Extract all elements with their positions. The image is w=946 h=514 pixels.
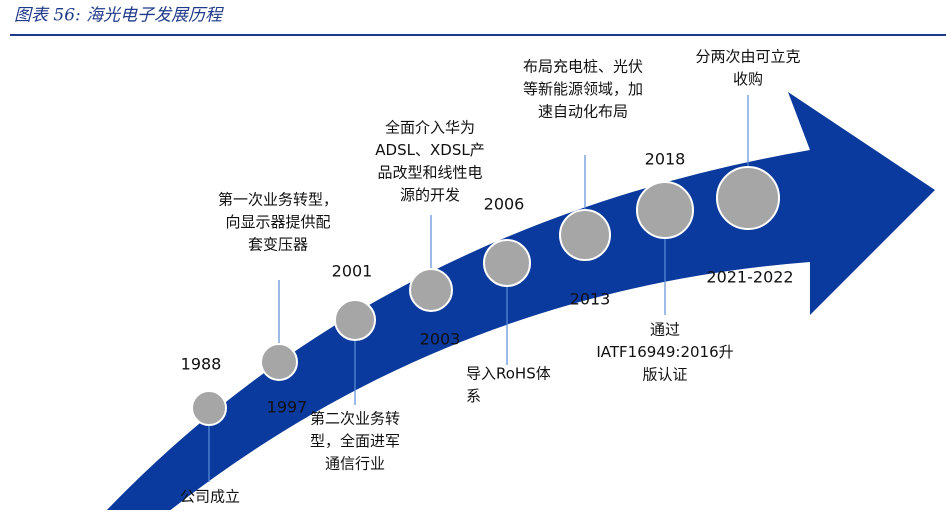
milestone-dot bbox=[260, 343, 298, 381]
milestone-description: 速自动化布局 bbox=[538, 103, 628, 121]
milestone-description: 第一次业务转型， bbox=[218, 191, 338, 209]
milestone-description: 品改型和线性电 bbox=[377, 164, 482, 182]
milestone-description: 布局充电桩、光伏 bbox=[523, 58, 643, 76]
milestone-description: 套变压器 bbox=[248, 236, 308, 254]
milestone-description: 系 bbox=[466, 387, 481, 405]
milestone-description: 公司成立 bbox=[180, 488, 240, 506]
milestone-year: 1997 bbox=[267, 398, 308, 417]
title: 图表 56: 海光电子发展历程 bbox=[14, 6, 224, 26]
milestone-description: 通过 bbox=[650, 321, 680, 339]
milestone-dot bbox=[559, 209, 611, 261]
milestone-description: ADSL、XDSL产 bbox=[375, 141, 484, 159]
milestone-dot bbox=[191, 390, 227, 426]
milestone-description: 全面介入华为 bbox=[385, 119, 475, 137]
milestone-dot bbox=[716, 166, 780, 230]
milestone-description: 等新能源领域，加 bbox=[523, 80, 643, 98]
milestone-year: 2001 bbox=[332, 262, 373, 281]
milestone-dot bbox=[636, 181, 694, 239]
milestone-year: 1988 bbox=[181, 355, 222, 374]
milestone-description: 源的开发 bbox=[400, 186, 460, 204]
milestone-description: 通信行业 bbox=[325, 455, 385, 473]
milestone-dot bbox=[334, 299, 376, 341]
milestone-dot bbox=[409, 268, 453, 312]
milestone-description: IATF16949:2016升 bbox=[596, 343, 733, 361]
milestone-description: 版认证 bbox=[642, 366, 687, 384]
milestone-description: 型，全面进军 bbox=[310, 432, 400, 450]
milestone-description: 导入RoHS体 bbox=[466, 365, 551, 383]
milestone-year: 2018 bbox=[645, 150, 686, 169]
timeline-arrow bbox=[105, 92, 935, 512]
milestone-year: 2006 bbox=[484, 195, 525, 214]
milestone-description: 第二次业务转 bbox=[310, 410, 400, 428]
milestone-dot bbox=[483, 239, 531, 287]
milestone-year: 2021-2022 bbox=[706, 268, 793, 287]
milestone-description: 分两次由可立克 bbox=[695, 48, 800, 66]
milestone-year: 2003 bbox=[420, 330, 461, 349]
milestone-description: 收购 bbox=[733, 70, 763, 88]
milestone-description: 向显示器提供配 bbox=[225, 213, 330, 231]
milestone-year: 2013 bbox=[570, 290, 611, 309]
